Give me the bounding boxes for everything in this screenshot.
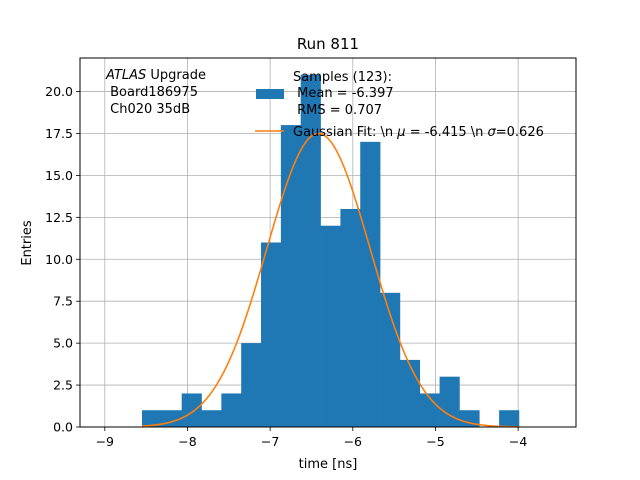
histogram-bar-9 (320, 225, 341, 427)
gaussian-fit (141, 132, 519, 428)
annotation-upgrade-text: Upgrade (146, 68, 206, 83)
y-tick-label-3: 7.5 (53, 294, 73, 309)
y-axis-ticks: 0.0 2.5 5.0 7.5 10.0 12.5 15.0 17.5 20.0 (45, 84, 80, 435)
histogram-bar-0 (142, 410, 163, 427)
histogram-bar-8 (300, 74, 321, 427)
annotation-atlas-text: ATLAS (105, 68, 146, 83)
y-tick-label-6: 15.0 (45, 168, 73, 183)
plot-frame (79, 57, 577, 428)
x-tick-label-5: −4 (509, 434, 527, 449)
chart-title: Run 811 (297, 35, 359, 53)
histogram-bar-16 (459, 410, 480, 427)
legend-samples-label: Samples (123): (293, 70, 392, 85)
legend: Samples (123): Mean = -6.397 RMS = 0.707… (255, 70, 544, 140)
legend-mean-label: Mean = -6.397 (293, 86, 394, 101)
y-tick-label-8: 20.0 (45, 84, 73, 99)
histogram-bar-15 (439, 376, 460, 427)
y-tick-label-4: 10.0 (45, 252, 73, 267)
x-tick-label-2: −7 (261, 434, 279, 449)
legend-rms-label: RMS = 0.707 (293, 103, 382, 118)
x-axis-label: time [ns] (299, 457, 358, 472)
legend-fit-label: Gaussian Fit: \n μ = -6.415 \n σ=0.626 (293, 125, 544, 140)
x-axis-ticks: −9 −8 −7 −6 −5 −4 (96, 427, 527, 449)
histogram-bar-6 (261, 242, 282, 427)
gaussian-fit-line (141, 132, 519, 428)
histogram-bar-11 (360, 141, 381, 427)
x-tick-label-3: −6 (344, 434, 362, 449)
histogram-bar-7 (280, 125, 302, 427)
y-tick-label-7: 17.5 (45, 126, 73, 141)
legend-hist-swatch (256, 89, 284, 99)
annotation-board-text: Board186975 (106, 85, 198, 100)
histogram-bar-13 (399, 359, 421, 427)
legend-fit-label-mid: = -6.415 \n (406, 125, 488, 140)
x-tick-label-0: −9 (96, 434, 114, 449)
y-tick-label-5: 12.5 (45, 210, 73, 225)
x-tick-label-1: −8 (178, 434, 196, 449)
histogram-bar-10 (340, 208, 361, 427)
histogram-bars (142, 74, 520, 427)
histogram-bar-4 (221, 393, 242, 427)
atlas-annotation: ATLAS Upgrade Board186975 Ch020 35dB (105, 68, 206, 117)
legend-fit-label-pre: Gaussian Fit: \n (293, 125, 397, 140)
legend-fit-sigma: σ (488, 125, 497, 140)
y-tick-label-2: 5.0 (53, 336, 73, 351)
histogram-bar-12 (380, 292, 401, 427)
y-tick-label-1: 2.5 (53, 378, 73, 393)
histogram-bar-3 (201, 410, 222, 427)
svg-text:ATLAS Upgrade: ATLAS Upgrade (105, 68, 206, 83)
histogram-bar-5 (241, 343, 262, 427)
y-axis-label: Entries (20, 220, 35, 266)
x-tick-label-4: −5 (426, 434, 444, 449)
legend-fit-label-post: =0.626 (496, 125, 544, 140)
legend-fit-mu: μ (396, 125, 405, 140)
histogram-bar-18 (499, 410, 520, 427)
annotation-channel-text: Ch020 35dB (106, 102, 190, 117)
histogram-bar-2 (181, 393, 202, 427)
y-tick-label-0: 0.0 (53, 420, 73, 435)
histogram-bar-14 (419, 393, 440, 427)
